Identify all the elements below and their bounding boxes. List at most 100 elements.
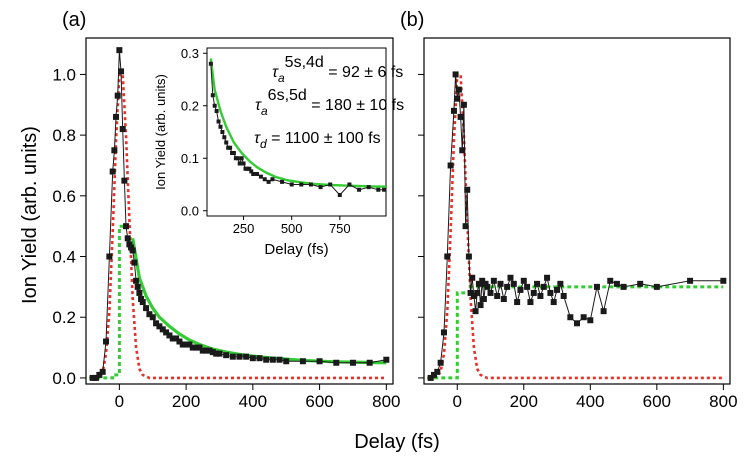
data-point xyxy=(469,274,476,281)
inset-y-label: Ion Yield (arb. units) xyxy=(153,74,168,190)
data-point xyxy=(470,292,477,299)
x-axis-label: Delay (fs) xyxy=(354,431,440,453)
data-point xyxy=(450,107,457,114)
panel-a-plot: 0 200 400 600 800 0.0 0.2 0.4 0.6 0.8 1.0 xyxy=(52,37,401,411)
series-group xyxy=(427,71,727,381)
data-point xyxy=(249,355,256,362)
data-point xyxy=(510,280,517,287)
data-point xyxy=(119,126,126,133)
data-point xyxy=(179,341,186,348)
data-point xyxy=(475,280,482,287)
data-point xyxy=(243,353,250,360)
data-point xyxy=(366,185,371,190)
x-tick-label: 500 xyxy=(281,221,303,236)
data-point xyxy=(524,283,531,290)
data-point xyxy=(111,147,118,154)
data-point xyxy=(540,283,547,290)
data-point xyxy=(574,320,580,327)
data-point xyxy=(156,323,163,330)
data-point xyxy=(89,374,96,381)
data-point xyxy=(129,247,136,254)
data-point xyxy=(228,145,233,150)
data-point xyxy=(440,329,447,336)
data-point xyxy=(620,283,627,290)
data-point xyxy=(255,172,260,176)
tau-annotation-3: τd = 1100 ± 100 fs xyxy=(254,130,381,151)
tau-annotation-2: τa6s,5d = 180 ± 10 fs xyxy=(255,87,404,118)
data-point xyxy=(357,187,362,192)
data-point xyxy=(482,280,489,287)
data-point xyxy=(557,280,564,287)
x-tick-label: 800 xyxy=(372,392,400,411)
data-point xyxy=(134,283,141,290)
data-point xyxy=(249,169,254,174)
data-point xyxy=(139,299,146,306)
data-point xyxy=(176,338,183,345)
data-point xyxy=(99,368,106,375)
data-point xyxy=(231,151,236,155)
series-group xyxy=(208,58,386,197)
series-group xyxy=(89,47,390,381)
data-point xyxy=(462,223,469,230)
data-point xyxy=(366,359,373,366)
data-point xyxy=(460,101,467,108)
data-point xyxy=(209,349,216,356)
data-point xyxy=(465,253,472,260)
data-point xyxy=(376,187,381,192)
data-point xyxy=(96,371,103,378)
data-point xyxy=(464,186,471,193)
data-point xyxy=(133,277,140,284)
data-point xyxy=(203,347,210,354)
data-point xyxy=(166,332,173,339)
data-point xyxy=(554,286,561,293)
data-point xyxy=(196,344,203,351)
data-point xyxy=(206,347,213,354)
data-point xyxy=(124,235,131,242)
data-point xyxy=(455,86,462,93)
data-point xyxy=(218,124,223,129)
data-point xyxy=(263,356,270,363)
data-point xyxy=(687,277,694,284)
data-point xyxy=(333,359,340,366)
data-point xyxy=(131,259,138,266)
x-tick-label: 200 xyxy=(172,392,200,411)
data-point xyxy=(520,277,527,284)
y-tick-label: 0.0 xyxy=(181,203,199,218)
data-point xyxy=(103,338,110,345)
x-tick-label: 400 xyxy=(576,392,604,411)
data-point xyxy=(258,174,263,179)
y-tick-label: 0.6 xyxy=(52,187,76,206)
data-point xyxy=(106,253,113,260)
data-point xyxy=(530,289,537,296)
data-point xyxy=(547,289,554,296)
data-point xyxy=(587,317,594,324)
data-point xyxy=(444,253,451,260)
data-point xyxy=(607,277,614,284)
gaussian-series xyxy=(89,73,387,380)
data-point xyxy=(299,182,304,187)
data-point xyxy=(527,299,534,306)
data-point xyxy=(454,95,461,102)
data-point xyxy=(229,353,236,360)
data-point xyxy=(113,113,120,120)
data-point xyxy=(500,296,507,303)
fit-series xyxy=(427,285,724,380)
data-point xyxy=(213,350,220,357)
data-point xyxy=(236,353,243,360)
fit-series xyxy=(89,224,126,380)
panel-b-plot: 0 200 400 600 800 xyxy=(418,37,738,411)
data-point xyxy=(474,289,481,296)
data-series xyxy=(430,74,724,379)
data-point xyxy=(199,347,206,354)
data-point xyxy=(308,182,313,187)
data-point xyxy=(153,320,160,327)
data-point xyxy=(214,109,219,113)
data-point xyxy=(256,355,263,362)
y-tick-label: 1.0 xyxy=(52,65,76,84)
data-point xyxy=(247,166,252,171)
data-point xyxy=(504,283,511,290)
panel-label-a: (a) xyxy=(62,9,86,31)
data-point xyxy=(163,329,170,336)
panel-label-b: (b) xyxy=(400,9,424,31)
